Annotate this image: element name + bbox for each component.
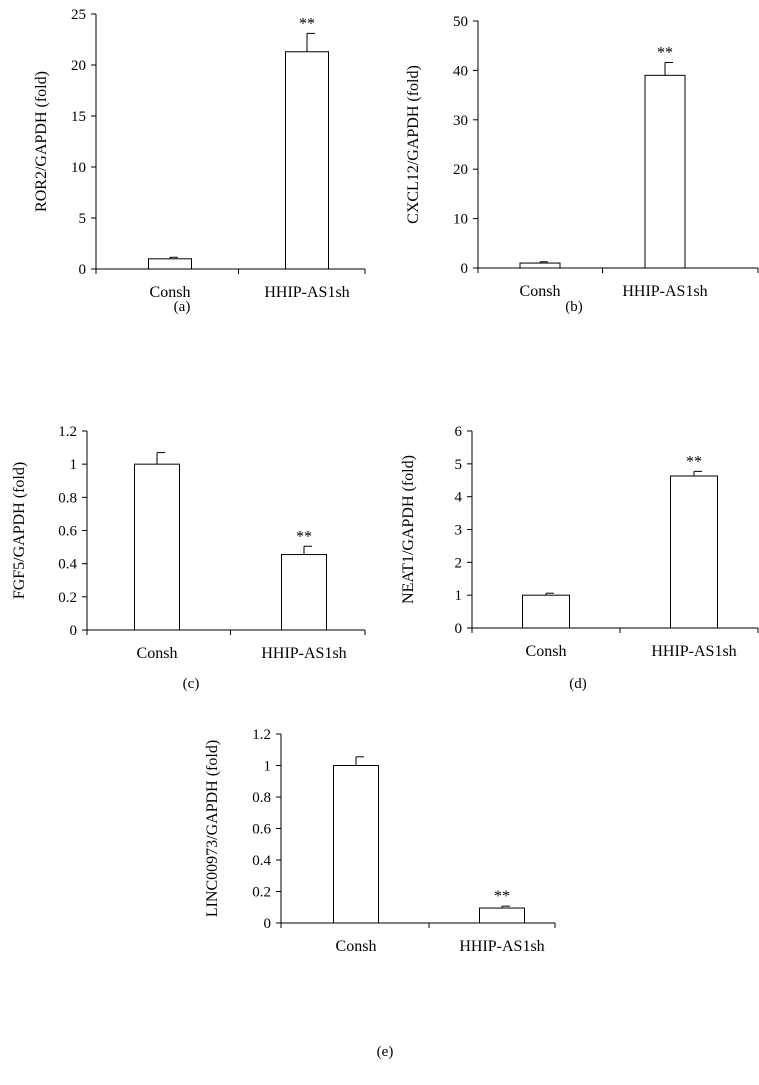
bar <box>148 258 192 270</box>
y-axis-label: ROR2/GAPDH (fold) <box>33 71 50 212</box>
y-tick-label: 0 <box>461 261 469 277</box>
bar <box>644 74 686 269</box>
bar <box>333 765 379 924</box>
significance-label: ** <box>494 888 510 905</box>
y-tick-label: 6 <box>455 424 463 440</box>
significance-label: ** <box>657 44 673 61</box>
y-tick-label: 0.4 <box>252 853 271 869</box>
y-tick-label: 0 <box>455 621 463 637</box>
y-tick-label: 10 <box>71 160 86 176</box>
y-tick-label: 20 <box>453 162 468 178</box>
y-tick-label: 1.2 <box>58 424 77 440</box>
bar <box>522 594 570 629</box>
category-label: Consh <box>336 938 377 955</box>
bar <box>281 554 327 631</box>
chart-panel: 0 1 2 3 4 5 6 Consh ** HHIP-AS1sh NEAT1/GAPDH (fol… <box>400 424 759 692</box>
y-tick-label: 0.2 <box>252 885 271 901</box>
y-axis-label: LINC00973/GAPDH (fold) <box>204 740 221 917</box>
y-tick-label: 40 <box>453 63 468 79</box>
y-tick-label: 0.8 <box>252 790 271 806</box>
y-tick-label: 15 <box>71 109 86 125</box>
y-tick-label: 1 <box>264 759 272 775</box>
y-tick-label: 20 <box>71 58 86 74</box>
significance-label: ** <box>299 15 315 32</box>
y-tick-label: 5 <box>79 211 87 227</box>
category-label: HHIP-AS1sh <box>651 643 736 660</box>
y-tick-label: 0.8 <box>58 490 77 506</box>
y-tick-label: 0.2 <box>58 590 77 606</box>
category-label: Consh <box>137 645 178 662</box>
panel-label: (c) <box>183 676 200 692</box>
panel-label: (b) <box>565 299 583 315</box>
chart-panel: 0 0.2 0.4 0.6 0.8 1 1.2 Consh ** HHIP-AS1sh LINC00… <box>204 727 556 1060</box>
y-tick-label: 3 <box>455 523 463 539</box>
category-label: HHIP-AS1sh <box>261 645 346 662</box>
bar <box>134 463 180 631</box>
chart-panel: 0 10 20 30 40 50 Consh ** HHIP-AS1sh CXCL12/GAPDH… <box>405 14 759 315</box>
y-tick-label: 0 <box>264 916 272 932</box>
bar <box>670 475 718 629</box>
y-tick-label: 1 <box>70 457 78 473</box>
category-label: Consh <box>526 643 567 660</box>
bar <box>519 262 561 269</box>
bar <box>479 907 525 924</box>
y-tick-label: 25 <box>71 7 86 23</box>
category-label: HHIP-AS1sh <box>264 284 349 301</box>
y-tick-label: 0.4 <box>58 557 77 573</box>
y-tick-label: 0.6 <box>58 524 77 540</box>
panel-label: (d) <box>569 676 587 692</box>
chart-panel: 0 5 10 15 20 25 Consh ** HHIP-AS1sh ROR2/GAPDH (f… <box>33 7 366 315</box>
y-tick-label: 0.6 <box>252 822 271 838</box>
y-tick-label: 30 <box>453 113 468 129</box>
panel-label: (e) <box>377 1044 394 1060</box>
y-axis-label: NEAT1/GAPDH (fold) <box>400 455 417 604</box>
significance-label: ** <box>296 528 312 545</box>
category-label: Consh <box>150 284 191 301</box>
y-tick-label: 0 <box>70 623 78 639</box>
significance-label: ** <box>686 453 702 470</box>
y-tick-label: 4 <box>455 490 463 506</box>
y-axis-label: FGF5/GAPDH (fold) <box>11 462 28 599</box>
chart-panel: 0 0.2 0.4 0.6 0.8 1 1.2 Consh ** HHIP-AS1sh FGF5/G… <box>11 424 366 692</box>
y-tick-label: 0 <box>79 262 87 278</box>
y-tick-label: 50 <box>453 14 468 30</box>
y-tick-label: 2 <box>455 555 463 571</box>
y-tick-label: 1.2 <box>252 727 271 743</box>
y-axis-label: CXCL12/GAPDH (fold) <box>405 65 422 224</box>
category-label: HHIP-AS1sh <box>459 938 544 955</box>
category-label: Consh <box>520 283 561 300</box>
y-tick-label: 10 <box>453 212 468 228</box>
panel-label: (a) <box>174 299 191 315</box>
y-tick-label: 5 <box>455 457 463 473</box>
bar <box>285 51 329 270</box>
category-label: HHIP-AS1sh <box>622 283 707 300</box>
y-tick-label: 1 <box>455 588 463 604</box>
